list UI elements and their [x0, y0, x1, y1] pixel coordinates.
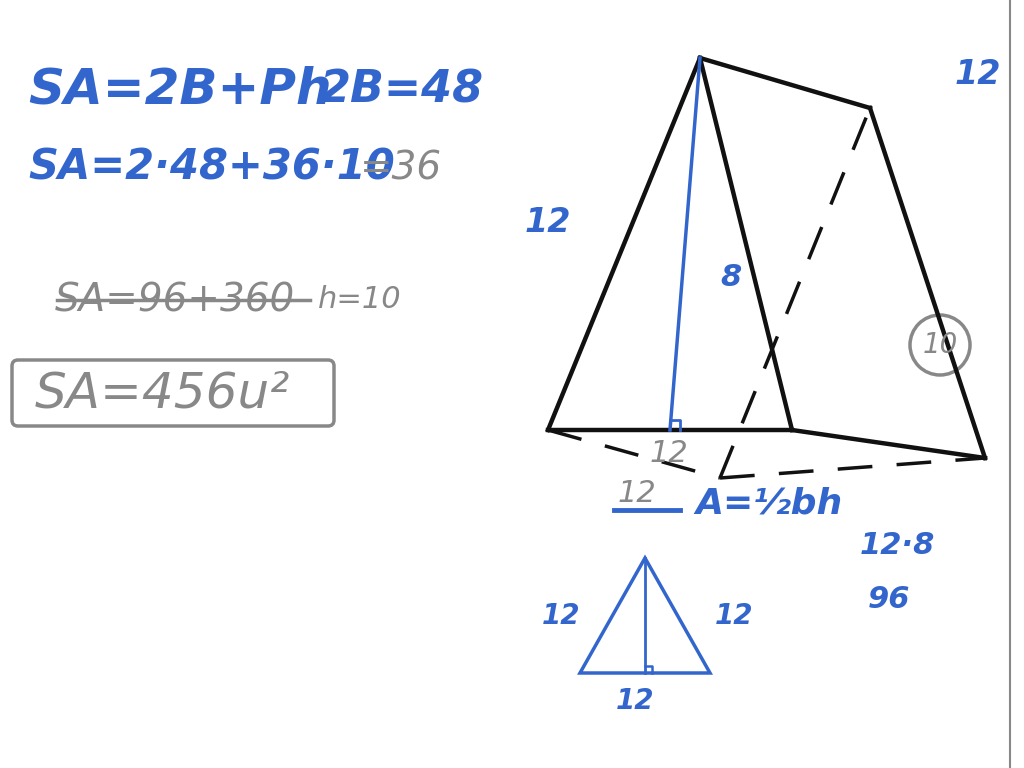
Text: 2B=48: 2B=48 — [319, 68, 484, 111]
Text: 12: 12 — [615, 687, 654, 715]
Text: h=10: h=10 — [318, 286, 401, 315]
Text: =36: =36 — [360, 149, 442, 187]
Text: 12: 12 — [542, 602, 581, 630]
Text: SA=96+360: SA=96+360 — [55, 281, 295, 319]
Text: SA=456u²: SA=456u² — [35, 369, 290, 417]
Text: 12: 12 — [715, 602, 754, 630]
Text: SA=2B+Ph: SA=2B+Ph — [28, 66, 332, 114]
Text: 12: 12 — [618, 478, 656, 508]
Text: SA=2·48+36·10: SA=2·48+36·10 — [28, 147, 394, 189]
Text: 10: 10 — [923, 331, 957, 359]
Text: 8: 8 — [720, 263, 741, 293]
Text: A=½bh: A=½bh — [695, 486, 843, 520]
Text: 12·8: 12·8 — [860, 531, 935, 560]
Text: 12: 12 — [955, 58, 1001, 91]
Text: 12: 12 — [650, 439, 689, 468]
Text: 96: 96 — [868, 585, 910, 614]
Text: 12: 12 — [525, 207, 571, 240]
